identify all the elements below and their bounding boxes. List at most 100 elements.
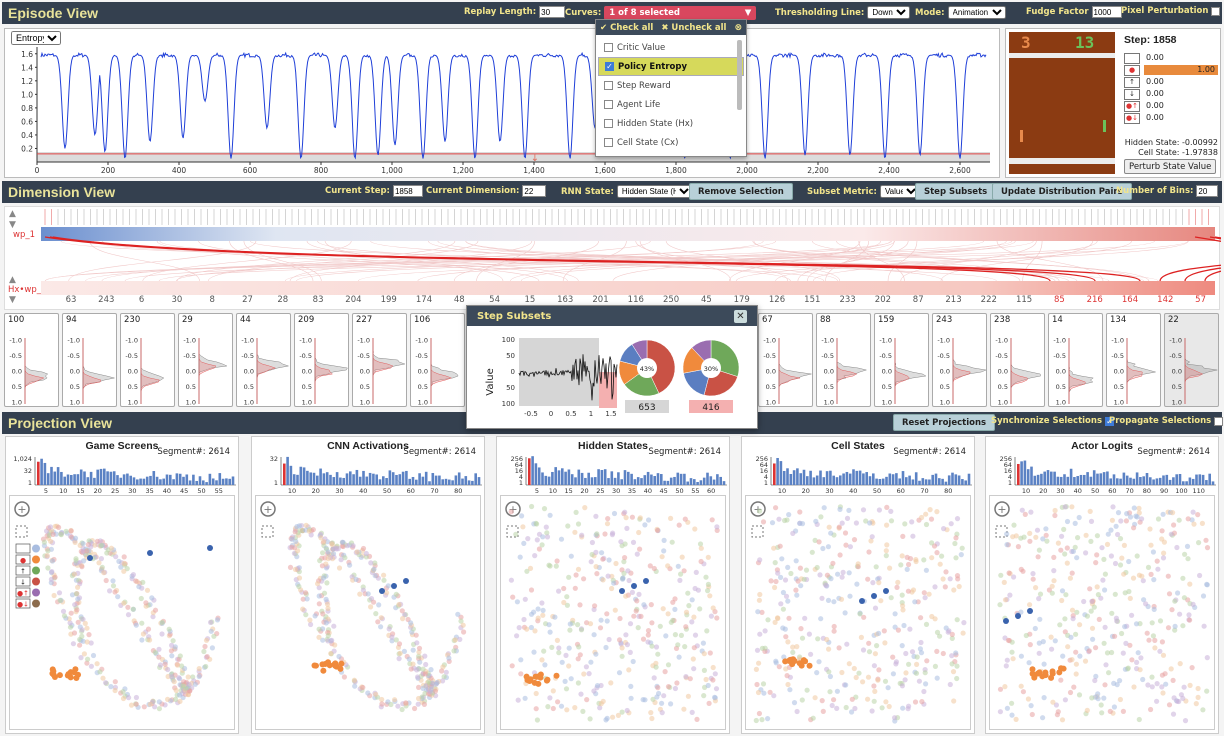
- distribution-pair-card[interactable]: 238 -1.0 -0.5 0.0 0.5 1.0: [990, 313, 1045, 407]
- projection-scatter[interactable]: +: [500, 495, 726, 730]
- distribution-pair-card[interactable]: 22 -1.0 -0.5 0.0 0.5 1.0: [1164, 313, 1219, 407]
- distribution-pair-card[interactable]: 159 -1.0 -0.5 0.0 0.5 1.0: [874, 313, 929, 407]
- check-all-button[interactable]: ✔ Check all: [600, 22, 654, 33]
- reset-projections-button[interactable]: Reset Projections: [893, 414, 996, 431]
- perturb-state-button[interactable]: Perturb State Value: [1124, 159, 1217, 174]
- curve-checkbox[interactable]: [604, 100, 613, 109]
- step-subsets-button[interactable]: Step Subsets: [915, 183, 997, 200]
- action-button[interactable]: ●↑: [1124, 100, 1140, 112]
- projection-point: [1011, 522, 1017, 528]
- hist-bar: [302, 467, 306, 485]
- synchronize-selections-checkbox[interactable]: ✓: [1105, 416, 1115, 426]
- curve-option[interactable]: Step Reward: [598, 76, 744, 95]
- distribution-pair-card[interactable]: 134 -1.0 -0.5 0.0 0.5 1.0: [1106, 313, 1161, 407]
- projection-point: [1004, 657, 1010, 663]
- move-down-icon-2[interactable]: ▼: [9, 295, 16, 305]
- projection-point: [943, 569, 949, 575]
- projection-point: [1152, 645, 1158, 651]
- projection-point: [41, 539, 47, 545]
- projection-point: [518, 657, 524, 663]
- rnn-state-select[interactable]: Hidden State (Hx): [616, 185, 693, 198]
- projection-scatter[interactable]: +: [745, 495, 971, 730]
- projection-point: [609, 585, 615, 592]
- projection-point: [780, 589, 786, 596]
- distribution-pair-card[interactable]: 88 -1.0 -0.5 0.0 0.5 1.0: [816, 313, 871, 407]
- move-down-icon[interactable]: ▼: [9, 220, 16, 230]
- distribution-pair-card[interactable]: 67 -1.0 -0.5 0.0 0.5 1.0: [758, 313, 813, 407]
- projection-scatter[interactable]: +: [255, 495, 481, 730]
- hist-bar: [630, 473, 633, 485]
- projection-point: [316, 601, 322, 607]
- move-up-icon-2[interactable]: ▲: [9, 275, 16, 285]
- curve-checkbox[interactable]: [604, 81, 613, 90]
- hist-bar: [1188, 477, 1192, 485]
- projection-point: [296, 523, 302, 529]
- curve-option[interactable]: ✓ Policy Entropy: [598, 57, 744, 76]
- remove-selection-button[interactable]: Remove Selection: [689, 183, 793, 200]
- curve-checkbox[interactable]: [604, 119, 613, 128]
- curve-checkbox[interactable]: [604, 43, 613, 52]
- projection-point: [579, 532, 585, 538]
- current-dimension-input[interactable]: [522, 185, 547, 197]
- replay-length-input[interactable]: [539, 6, 566, 18]
- close-icon[interactable]: ✕: [734, 309, 747, 323]
- curve-option[interactable]: Hidden State (Hx): [598, 114, 744, 133]
- distribution-pair-card[interactable]: 94 -1.0 -0.5 0.0 0.5 1.0: [62, 313, 117, 407]
- curve-option[interactable]: Agent Life: [598, 95, 744, 114]
- faint-link: [45, 240, 985, 282]
- pixel-perturbation-checkbox[interactable]: [1211, 6, 1221, 16]
- hist-bar: [544, 475, 548, 485]
- curves-select[interactable]: 1 of 8 selected ▼: [604, 6, 757, 20]
- projection-point: [778, 601, 784, 607]
- projection-point: [354, 549, 360, 555]
- distribution-pair-card[interactable]: 227 -1.0 -0.5 0.0 0.5 1.0: [352, 313, 407, 407]
- distribution-pair-card[interactable]: 243 -1.0 -0.5 0.0 0.5 1.0: [932, 313, 988, 407]
- faint-link: [476, 240, 535, 282]
- distribution-pair-card[interactable]: 100 -1.0 -0.5 0.0 0.5 1.0: [4, 313, 59, 407]
- action-button[interactable]: ●: [1124, 64, 1140, 76]
- dropdown-scrollbar[interactable]: [737, 40, 742, 110]
- distribution-pair-card[interactable]: 106 -1.0 -0.5 0.0 0.5 1.0: [410, 313, 465, 407]
- hist-bar: [296, 474, 299, 485]
- curve-checkbox[interactable]: [604, 138, 613, 147]
- distribution-pair-card[interactable]: 230 -1.0 -0.5 0.0 0.5 1.0: [120, 313, 175, 407]
- distribution-pair-card[interactable]: 14 -1.0 -0.5 0.0 0.5 1.0: [1048, 313, 1103, 407]
- selected-point-blue: [207, 545, 213, 551]
- mini-tick-label: -0.5: [821, 352, 834, 360]
- mini-tick-label: 0.5: [940, 383, 950, 391]
- update-distribution-pairs-button[interactable]: Update Distribution Pairs: [992, 183, 1132, 200]
- projection-scatter[interactable]: + ● ↑ ↓ ●↑ ●↓: [9, 495, 235, 730]
- distribution-pair-card[interactable]: 209 -1.0 -0.5 0.0 0.5 1.0: [294, 313, 349, 407]
- action-button[interactable]: ●↓: [1124, 112, 1140, 124]
- curve-checkbox[interactable]: ✓: [605, 62, 614, 71]
- curve-option-label: Critic Value: [617, 42, 666, 53]
- subset-metric-select[interactable]: Value: [879, 185, 920, 198]
- current-step-input[interactable]: [392, 185, 423, 197]
- propagate-selections-checkbox[interactable]: [1214, 416, 1224, 426]
- projection-point: [997, 686, 1004, 692]
- projection-scatter[interactable]: +: [989, 495, 1215, 730]
- distribution-pair-card[interactable]: 44 -1.0 -0.5 0.0 0.5 1.0: [236, 313, 291, 407]
- action-button[interactable]: [1124, 52, 1140, 64]
- action-button[interactable]: ↑: [1124, 76, 1140, 88]
- curve-option[interactable]: Cell State (Cx): [598, 133, 744, 152]
- fudge-input[interactable]: [1091, 6, 1122, 18]
- projection-point: [328, 650, 334, 657]
- uncheck-all-button[interactable]: ✖ Uncheck all: [661, 22, 727, 33]
- projection-point: [685, 590, 691, 596]
- action-button[interactable]: ↓: [1124, 88, 1140, 100]
- metric-select[interactable]: Entropy: [11, 31, 61, 45]
- mode-select[interactable]: Animation: [947, 6, 1006, 19]
- curve-option[interactable]: Critic Value: [598, 38, 744, 57]
- close-icon[interactable]: ⊗: [734, 22, 742, 33]
- number-of-bins-input[interactable]: [1196, 185, 1219, 197]
- threshold-select[interactable]: Down: [867, 6, 911, 19]
- move-up-icon[interactable]: ▲: [9, 209, 16, 219]
- projection-point: [534, 521, 540, 527]
- distribution-pair-card[interactable]: 29 -1.0 -0.5 0.0 0.5 1.0: [178, 313, 233, 407]
